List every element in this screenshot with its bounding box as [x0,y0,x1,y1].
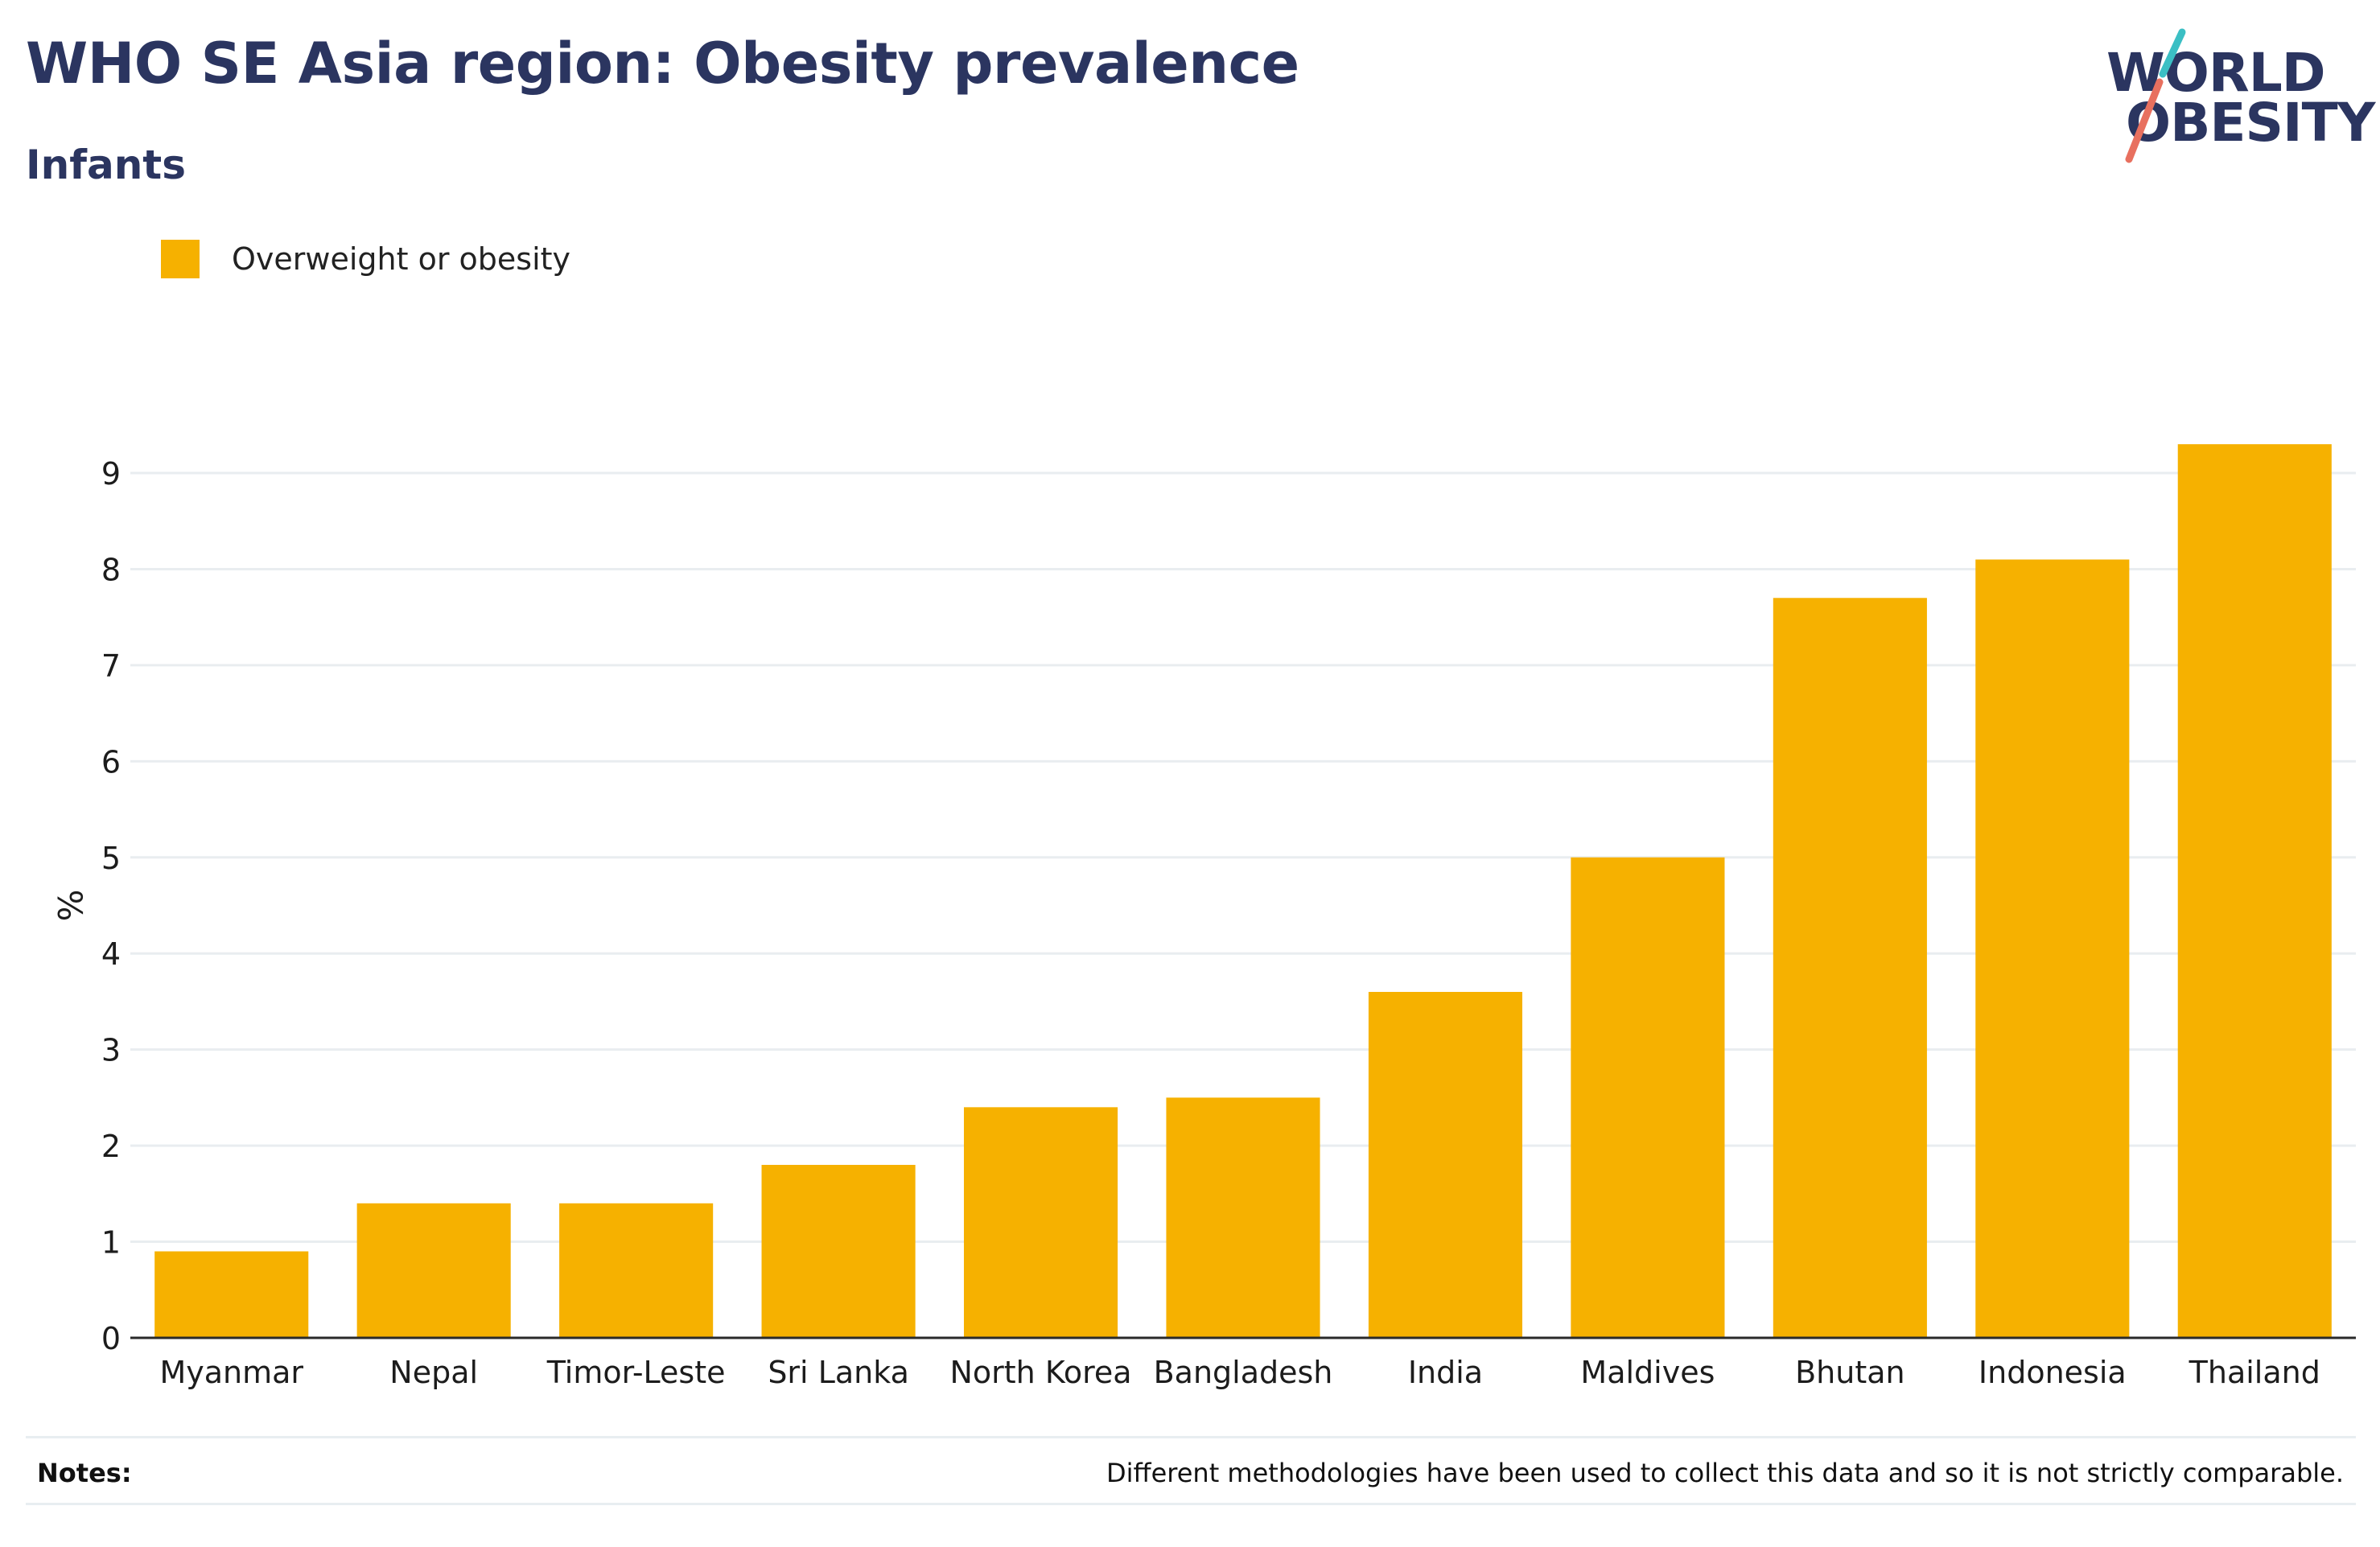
bar-north-korea [963,1107,1118,1338]
x-tick-label-maldives: Maldives [1580,1355,1715,1390]
x-tick-label-india: India [1408,1355,1483,1390]
legend-label: Overweight or obesity [232,241,571,277]
x-tick-label-timor-leste: Timor-Leste [546,1355,726,1390]
bar-sri-lanka [761,1165,916,1338]
bar-india [1368,992,1523,1338]
y-axis-label: % [50,890,89,922]
bar-myanmar [154,1251,309,1338]
logo-word-world: WORLD [2106,42,2326,104]
notes-divider-top [26,1436,2356,1438]
y-tick-label-7: 7 [101,648,121,684]
logo-word-obesity: OBESITY [2126,92,2375,154]
logo-slash-icon [2125,28,2186,163]
bar-timor-leste [559,1203,714,1338]
bar-bangladesh [1166,1097,1320,1338]
bar-nepal [356,1203,511,1338]
bar-chart: 0 1 2 3 4 5 6 7 8 9% Myanmar Nepal Timor-Leste Sri La… [50,444,2356,1390]
y-tick-label-1: 1 [101,1225,121,1261]
world-obesity-logo: WORLD OBESITY [2092,24,2375,169]
y-tick-label-2: 2 [101,1129,121,1164]
bar-indonesia [1975,559,2130,1338]
legend: Overweight or obesity [161,240,570,278]
x-tick-label-north-korea: North Korea [949,1355,1131,1390]
y-tick-label-4: 4 [101,936,121,972]
bar-thailand [2177,444,2332,1338]
x-tick-label-thailand: Thailand [2189,1355,2320,1390]
x-tick-label-bangladesh: Bangladesh [1154,1355,1333,1390]
x-tick-label-indonesia: Indonesia [1979,1355,2127,1390]
legend-swatch [161,240,200,278]
y-tick-label-0: 0 [101,1321,121,1356]
y-tick-label-5: 5 [101,841,121,876]
notes-text: Different methodologies have been used t… [1106,1458,2344,1488]
y-tick-label-8: 8 [101,552,121,587]
x-tick-label-bhutan: Bhutan [1795,1355,1905,1390]
chart-title: WHO SE Asia region: Obesity prevalence [26,31,1299,97]
notes-label: Notes: [37,1458,132,1488]
y-tick-label-6: 6 [101,744,121,780]
y-tick-label-9: 9 [101,456,121,492]
bar-maldives [1571,857,1725,1338]
chart-subtitle: Infants [26,142,186,188]
x-tick-label-myanmar: Myanmar [159,1355,303,1390]
x-tick-label-nepal: Nepal [389,1355,478,1390]
notes-divider-bottom [26,1503,2356,1505]
y-tick-label-3: 3 [101,1033,121,1068]
x-tick-label-sri-lanka: Sri Lanka [768,1355,909,1390]
bar-bhutan [1773,598,1927,1338]
